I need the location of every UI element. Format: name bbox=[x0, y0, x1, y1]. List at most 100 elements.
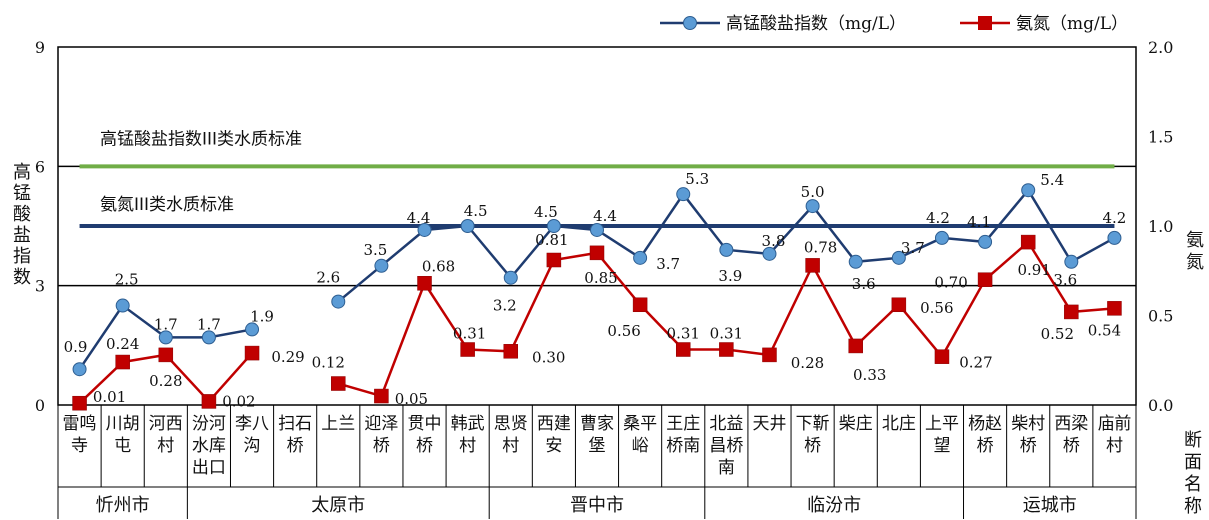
right-axis-label-char: 氨 bbox=[1186, 230, 1204, 251]
category-label: 村 bbox=[502, 436, 519, 456]
category-label: 桥 bbox=[804, 436, 821, 456]
standard-label: 氨氮III类水质标准 bbox=[100, 195, 234, 215]
category-label: 贯中 bbox=[408, 414, 442, 434]
data-label: 0.31 bbox=[710, 325, 743, 343]
category-label: 桥南 bbox=[666, 436, 700, 456]
category-label: 出口 bbox=[192, 458, 226, 478]
plot-frame bbox=[57, 46, 1137, 406]
data-point-square bbox=[632, 297, 648, 313]
right-tick-label: 2.0 bbox=[1148, 38, 1173, 57]
category-label: 柴村 bbox=[1011, 414, 1045, 434]
data-point-square bbox=[891, 297, 907, 313]
data-point-circle bbox=[72, 362, 87, 377]
data-label: 3.7 bbox=[656, 255, 680, 273]
left-tick-label: 9 bbox=[35, 38, 45, 57]
category-label: 北庄 bbox=[882, 414, 916, 434]
data-label: 0.56 bbox=[607, 322, 640, 340]
data-label: 0.31 bbox=[453, 325, 486, 343]
data-label: 0.78 bbox=[804, 238, 837, 256]
data-label: 1.9 bbox=[250, 307, 274, 325]
data-point-square bbox=[848, 338, 863, 354]
data-label: 0.70 bbox=[934, 274, 967, 292]
data-label: 4.4 bbox=[593, 207, 617, 225]
data-point-square bbox=[805, 258, 820, 273]
data-label: 0.31 bbox=[667, 325, 700, 343]
data-point-square bbox=[934, 349, 950, 364]
data-label: 0.05 bbox=[395, 390, 428, 408]
data-point-circle bbox=[633, 250, 648, 265]
data-label: 0.01 bbox=[93, 388, 126, 406]
category-label: 水库 bbox=[192, 436, 226, 456]
data-label: 1.7 bbox=[154, 315, 178, 333]
data-point-square bbox=[1064, 304, 1079, 320]
data-point-square bbox=[977, 272, 993, 287]
data-point-circle bbox=[590, 222, 604, 237]
data-point-circle bbox=[934, 230, 949, 245]
data-point-circle bbox=[115, 298, 130, 313]
data-point-square bbox=[417, 276, 432, 291]
category-label: 河西 bbox=[149, 414, 183, 434]
category-label: 桑平 bbox=[623, 414, 657, 434]
data-label: 0.81 bbox=[535, 231, 568, 249]
data-point-circle bbox=[546, 219, 561, 233]
data-label: 2.6 bbox=[316, 269, 340, 287]
data-point-circle bbox=[374, 258, 389, 273]
category-label: 桥 bbox=[373, 436, 390, 456]
city-label: 忻州市 bbox=[96, 495, 150, 516]
category-label: 曹家 bbox=[580, 414, 614, 434]
left-axis-label-char: 高 bbox=[13, 162, 31, 183]
left-axis-label-char: 指 bbox=[13, 246, 31, 267]
data-point-circle bbox=[719, 242, 734, 257]
data-label: 0.56 bbox=[920, 299, 953, 317]
city-label: 运城市 bbox=[1023, 495, 1077, 516]
category-label: 屯 bbox=[114, 436, 131, 456]
left-tick-label: 0 bbox=[35, 396, 45, 415]
data-point-square bbox=[331, 376, 346, 391]
category-label: 桥 bbox=[287, 436, 304, 456]
legend-label: 氨氮（mg/L） bbox=[1016, 14, 1128, 34]
data-label: 0.9 bbox=[64, 338, 88, 356]
data-point-circle bbox=[805, 199, 820, 214]
data-point-circle bbox=[417, 222, 432, 237]
data-point-square bbox=[1020, 234, 1036, 250]
data-label: 3.2 bbox=[493, 297, 517, 315]
data-label: 0.91 bbox=[1017, 261, 1050, 279]
city-label: 临汾市 bbox=[807, 495, 861, 516]
category-label: 西建 bbox=[537, 414, 571, 434]
category-label: 堡 bbox=[589, 436, 606, 456]
category-label: 天井 bbox=[752, 414, 786, 434]
data-label: 5.0 bbox=[801, 183, 825, 201]
category-label: 村 bbox=[459, 436, 476, 456]
category-label: 望 bbox=[933, 436, 950, 456]
category-label: 扫石 bbox=[278, 414, 312, 434]
data-label: 5.3 bbox=[685, 170, 709, 188]
data-label: 0.24 bbox=[106, 335, 139, 353]
category-label: 庙前 bbox=[1097, 414, 1131, 434]
category-label: 村 bbox=[1106, 436, 1123, 456]
category-label: 李八 bbox=[235, 414, 269, 434]
legend-marker-square bbox=[978, 16, 992, 30]
category-label: 沟 bbox=[244, 436, 261, 456]
data-label: 0.54 bbox=[1088, 321, 1121, 339]
data-point-square bbox=[719, 342, 734, 357]
right-tick-label: 0.5 bbox=[1148, 307, 1173, 326]
data-label: 0.85 bbox=[584, 269, 617, 287]
category-label: 寺 bbox=[71, 436, 88, 456]
data-point-square bbox=[115, 354, 130, 370]
category-label: 下靳 bbox=[796, 414, 830, 434]
right-tick-label: 1.5 bbox=[1148, 128, 1173, 147]
data-point-circle bbox=[762, 246, 777, 261]
data-point-square bbox=[374, 388, 389, 404]
data-point-circle bbox=[158, 330, 173, 345]
category-label: 思贤 bbox=[494, 414, 528, 434]
left-axis-label-char: 数 bbox=[13, 267, 31, 288]
data-label: 0.12 bbox=[312, 354, 345, 372]
data-point-circle bbox=[331, 294, 346, 309]
x-axis-label-char: 断 bbox=[1184, 430, 1202, 451]
data-point-circle bbox=[891, 250, 906, 265]
data-point-square bbox=[503, 344, 519, 359]
category-label: 北益 bbox=[709, 414, 743, 434]
data-point-square bbox=[201, 394, 217, 409]
data-point-circle bbox=[1107, 230, 1122, 245]
data-label: 0.52 bbox=[1041, 325, 1074, 343]
